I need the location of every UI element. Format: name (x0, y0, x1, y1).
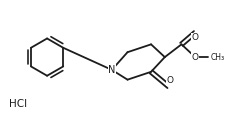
Text: N: N (108, 65, 116, 75)
Text: O: O (192, 53, 199, 62)
Text: HCl: HCl (9, 99, 27, 109)
Text: O: O (192, 33, 199, 42)
Text: CH₃: CH₃ (211, 53, 225, 62)
Text: O: O (166, 76, 173, 85)
